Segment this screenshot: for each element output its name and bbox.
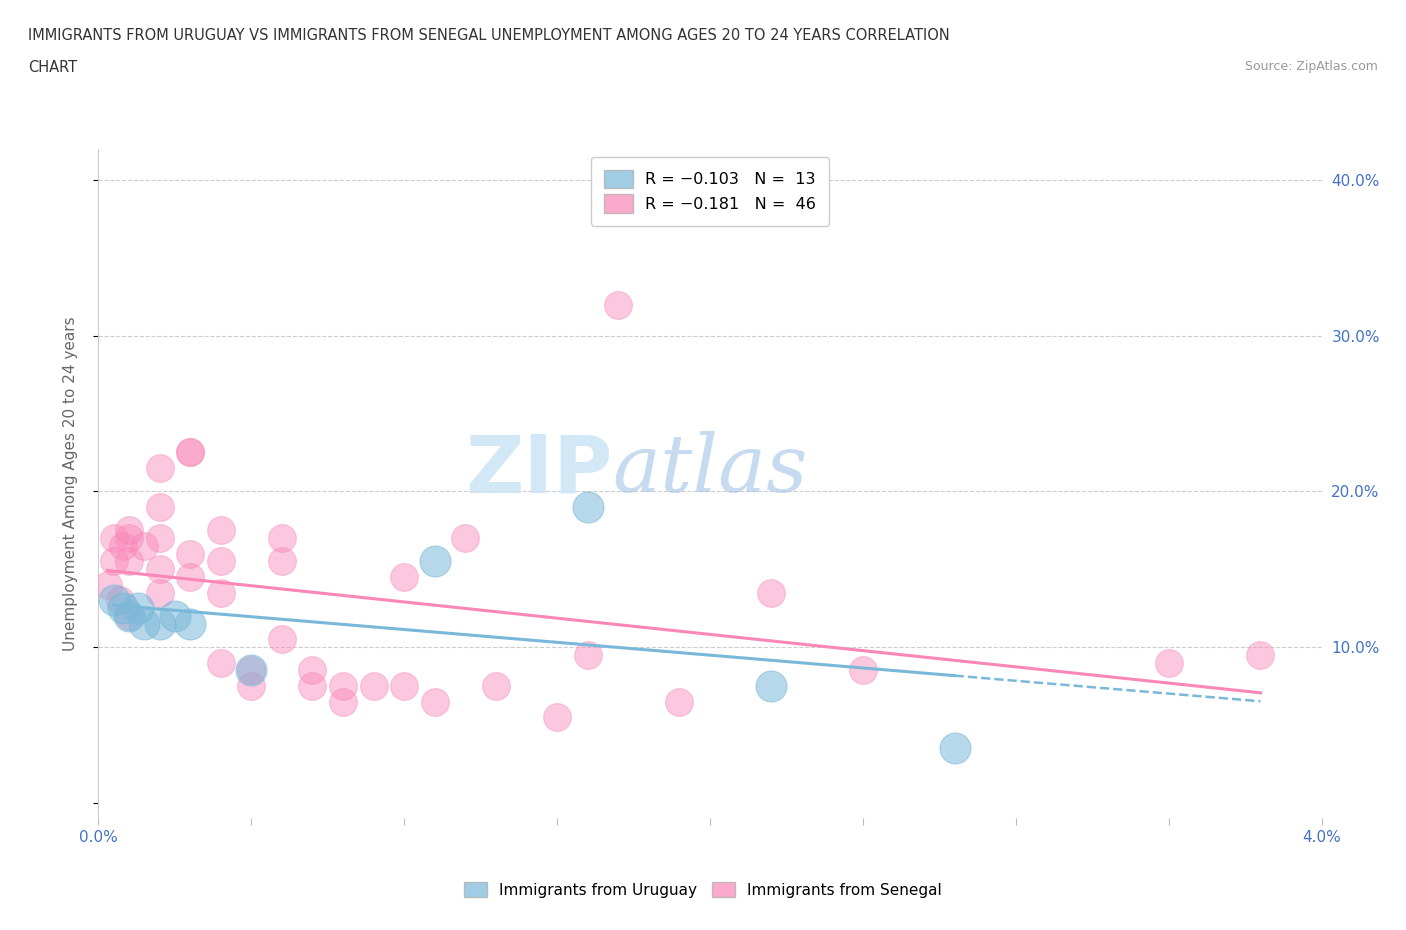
Point: [576, 647, 599, 662]
Point: [423, 554, 446, 569]
Point: [103, 593, 125, 608]
Point: [301, 663, 323, 678]
Point: [209, 554, 232, 569]
Point: [423, 694, 446, 709]
Point: [240, 679, 263, 694]
Point: [118, 531, 141, 546]
Point: [209, 585, 232, 600]
Point: [943, 741, 966, 756]
Point: [363, 679, 385, 694]
Point: [103, 531, 125, 546]
Point: [392, 679, 416, 694]
Point: [668, 694, 690, 709]
Point: [179, 445, 201, 460]
Point: [118, 608, 141, 623]
Point: [149, 562, 172, 577]
Point: [149, 499, 172, 514]
Text: Source: ZipAtlas.com: Source: ZipAtlas.com: [1244, 60, 1378, 73]
Point: [332, 694, 354, 709]
Point: [1157, 656, 1180, 671]
Point: [179, 617, 201, 631]
Point: [149, 531, 172, 546]
Point: [118, 554, 141, 569]
Point: [103, 554, 125, 569]
Text: ZIP: ZIP: [465, 432, 612, 510]
Point: [576, 499, 599, 514]
Point: [111, 601, 134, 616]
Point: [209, 656, 232, 671]
Point: [134, 617, 156, 631]
Y-axis label: Unemployment Among Ages 20 to 24 years: Unemployment Among Ages 20 to 24 years: [63, 316, 77, 651]
Point: [759, 679, 782, 694]
Point: [179, 445, 201, 460]
Point: [240, 663, 263, 678]
Point: [270, 631, 294, 646]
Legend: R = −0.103   N =  13, R = −0.181   N =  46: R = −0.103 N = 13, R = −0.181 N = 46: [591, 157, 830, 226]
Point: [111, 538, 134, 553]
Point: [332, 679, 354, 694]
Point: [240, 663, 263, 678]
Point: [149, 585, 172, 600]
Point: [759, 585, 782, 600]
Point: [149, 460, 172, 475]
Point: [607, 297, 630, 312]
Point: [127, 601, 149, 616]
Point: [270, 531, 294, 546]
Point: [1249, 647, 1271, 662]
Point: [546, 710, 568, 724]
Point: [108, 593, 131, 608]
Text: atlas: atlas: [612, 432, 807, 509]
Point: [97, 578, 120, 592]
Text: CHART: CHART: [28, 60, 77, 75]
Point: [485, 679, 508, 694]
Point: [392, 569, 416, 584]
Point: [163, 608, 186, 623]
Point: [134, 538, 156, 553]
Point: [270, 554, 294, 569]
Point: [301, 679, 323, 694]
Point: [454, 531, 477, 546]
Point: [852, 663, 875, 678]
Point: [209, 523, 232, 538]
Point: [118, 523, 141, 538]
Point: [179, 569, 201, 584]
Point: [118, 608, 141, 623]
Point: [149, 617, 172, 631]
Text: IMMIGRANTS FROM URUGUAY VS IMMIGRANTS FROM SENEGAL UNEMPLOYMENT AMONG AGES 20 TO: IMMIGRANTS FROM URUGUAY VS IMMIGRANTS FR…: [28, 28, 950, 43]
Legend: Immigrants from Uruguay, Immigrants from Senegal: Immigrants from Uruguay, Immigrants from…: [458, 875, 948, 904]
Point: [179, 546, 201, 561]
